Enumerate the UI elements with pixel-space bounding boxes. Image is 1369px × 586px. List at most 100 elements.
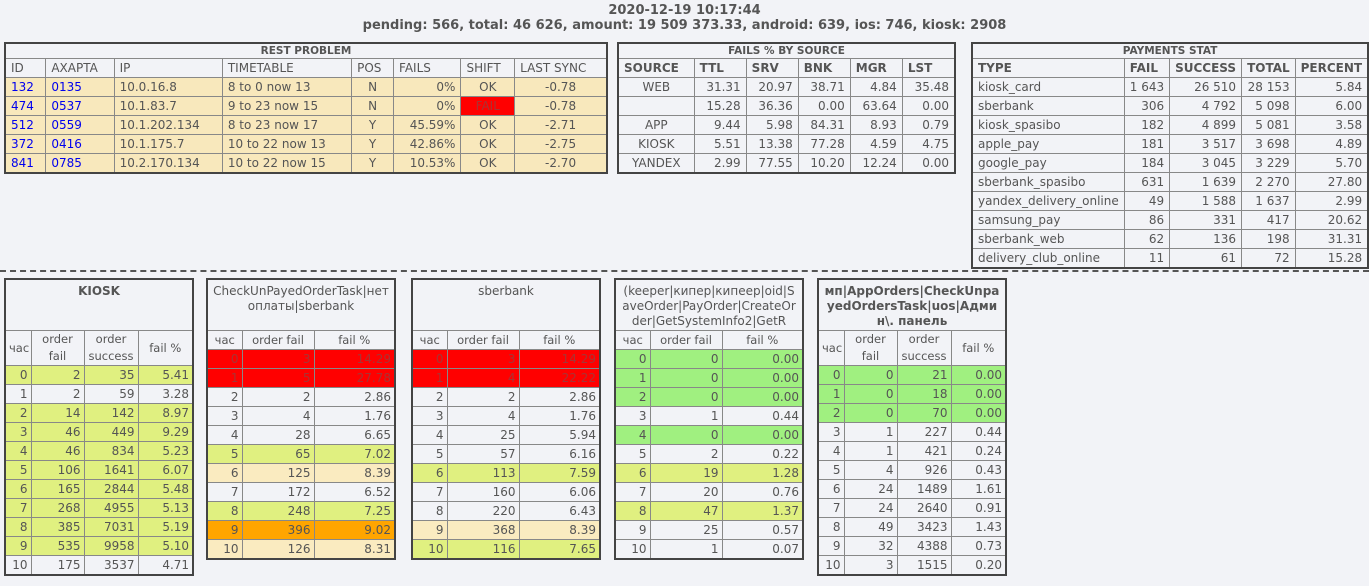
table-cell: delivery_club_online <box>971 248 1125 269</box>
table-cell: 2.99 <box>693 153 747 174</box>
table-cell: 10 <box>4 555 32 576</box>
table-cell: WEB <box>617 77 695 97</box>
table-cell: 38.71 <box>797 77 851 97</box>
table-cell: 6 <box>206 463 243 483</box>
table-cell: 14.29 <box>313 349 396 369</box>
table-cell: 24 <box>843 479 898 499</box>
axapta-link[interactable]: 0559 <box>45 115 115 135</box>
table-cell: 10.0.16.8 <box>113 77 223 97</box>
table-cell: 7 <box>817 498 845 518</box>
table-cell: 9.29 <box>137 422 194 442</box>
table-row: 3 46 449 9.29 <box>4 422 194 442</box>
table-row: WEB 31.31 20.97 38.71 4.84 35.48 <box>617 77 956 97</box>
table-cell: 6.00 <box>1294 96 1369 116</box>
table-row: kiosk_card 1 643 26 510 28 153 5.84 <box>971 77 1369 97</box>
table-cell: 5 <box>241 368 315 388</box>
table-cell: 0.20 <box>950 555 1007 576</box>
table-row: google_pay 184 3 045 3 229 5.70 <box>971 153 1369 173</box>
table-cell: 61 <box>1169 248 1243 269</box>
column-header: SUCCESS <box>1169 58 1243 78</box>
table-cell: 26 510 <box>1169 77 1243 97</box>
table-cell: 7 <box>206 482 243 502</box>
column-header: FAILS <box>393 58 462 78</box>
table-row: 10 175 3537 4.71 <box>4 555 194 576</box>
table-cell: 0.76 <box>721 482 804 502</box>
table-cell: 182 <box>1123 115 1171 135</box>
table-cell: 24 <box>843 498 898 518</box>
table-cell: 125 <box>241 463 315 483</box>
table-title: FAILS % BY SOURCE <box>617 42 956 59</box>
table-cell: 4 <box>4 441 32 461</box>
axapta-link[interactable]: 0785 <box>45 153 115 174</box>
table-cell: 1.37 <box>721 501 804 521</box>
table-cell <box>617 96 695 116</box>
axapta-link[interactable]: 0537 <box>45 96 115 116</box>
table-cell: 3.58 <box>1294 115 1369 135</box>
table-cell: 2 270 <box>1241 172 1296 192</box>
table-row: 1 0 18 0.00 <box>817 384 1007 404</box>
table-cell: 0.00 <box>721 425 804 445</box>
id-link[interactable]: 841 <box>4 153 47 174</box>
table-cell: 15.28 <box>693 96 747 116</box>
table-title-cell: мп|AppOrders|CheckUnpayedOrdersTask|uos|… <box>817 278 1007 331</box>
table-cell: 0.44 <box>721 406 804 426</box>
header-row: TYPE FAIL SUCCESS TOTAL PERCENT <box>971 58 1369 78</box>
table-title: sberbank <box>478 284 534 298</box>
table-cell: 0 <box>649 387 723 407</box>
hourly-table: мп|AppOrders|CheckUnpayedOrdersTask|uos|… <box>817 278 1007 576</box>
table-cell: 2844 <box>83 479 139 499</box>
table-row: KIOSK 5.51 13.38 77.28 4.59 4.75 <box>617 134 956 154</box>
table-cell: kiosk_spasibo <box>971 115 1125 135</box>
table-row: 2 0 70 0.00 <box>817 403 1007 423</box>
table-cell: 46 <box>30 441 85 461</box>
table-title: CheckUnPayedOrderTask|нет оплаты|sberban… <box>213 284 389 313</box>
table-row: 6 19 1.28 <box>614 463 804 483</box>
id-link[interactable]: 372 <box>4 134 47 154</box>
table-row: 5 106 1641 6.07 <box>4 460 194 480</box>
table-row: 3 4 1.76 <box>411 406 601 426</box>
table-cell: 49 <box>843 517 898 537</box>
column-header: TIMETABLE <box>221 58 353 78</box>
table-row: 2 14 142 8.97 <box>4 403 194 423</box>
table-cell: 4 899 <box>1169 115 1243 135</box>
table-cell: 5 <box>206 444 243 464</box>
table-cell: 2 <box>241 387 315 407</box>
column-header: ID <box>4 58 47 78</box>
table-cell: 10 <box>817 555 845 576</box>
table-cell: 5 <box>614 444 651 464</box>
shift-status: OK <box>460 153 516 174</box>
table-cell: 4955 <box>83 498 139 518</box>
table-cell: 2.86 <box>313 387 396 407</box>
table-cell: 35 <box>83 365 139 385</box>
table-cell: 0.00 <box>721 349 804 369</box>
table-title-cell: sberbank <box>411 278 601 331</box>
table-row: 10 3 1515 0.20 <box>817 555 1007 576</box>
table-cell: sberbank_spasibo <box>971 172 1125 192</box>
table-cell: 5 <box>4 460 32 480</box>
id-link[interactable]: 512 <box>4 115 47 135</box>
table-cell: 7 <box>4 498 32 518</box>
id-link[interactable]: 474 <box>4 96 47 116</box>
table-cell: 1 <box>817 384 845 404</box>
table-cell: 7.59 <box>518 463 601 483</box>
table-row: sberbank 306 4 792 5 098 6.00 <box>971 96 1369 116</box>
table-cell: -2.70 <box>514 153 608 174</box>
table-cell: 3 <box>241 349 315 369</box>
column-header: LAST SYNC <box>514 58 608 78</box>
table-cell: 63.64 <box>849 96 903 116</box>
table-cell: 5.48 <box>137 479 194 499</box>
table-row: 1 2 59 3.28 <box>4 384 194 404</box>
table-row: 8 220 6.43 <box>411 501 601 521</box>
table-row: 9 535 9958 5.10 <box>4 536 194 556</box>
axapta-link[interactable]: 0416 <box>45 134 115 154</box>
table-row: 8 49 3423 1.43 <box>817 517 1007 537</box>
table-row: 9 368 8.39 <box>411 520 601 540</box>
table-cell: 9958 <box>83 536 139 556</box>
table-cell: 4 <box>843 460 898 480</box>
axapta-link[interactable]: 0135 <box>45 77 115 97</box>
table-cell: 113 <box>446 463 520 483</box>
table-cell: Y <box>351 115 395 135</box>
table-cell: 926 <box>896 460 952 480</box>
table-row: 9 32 4388 0.73 <box>817 536 1007 556</box>
id-link[interactable]: 132 <box>4 77 47 97</box>
